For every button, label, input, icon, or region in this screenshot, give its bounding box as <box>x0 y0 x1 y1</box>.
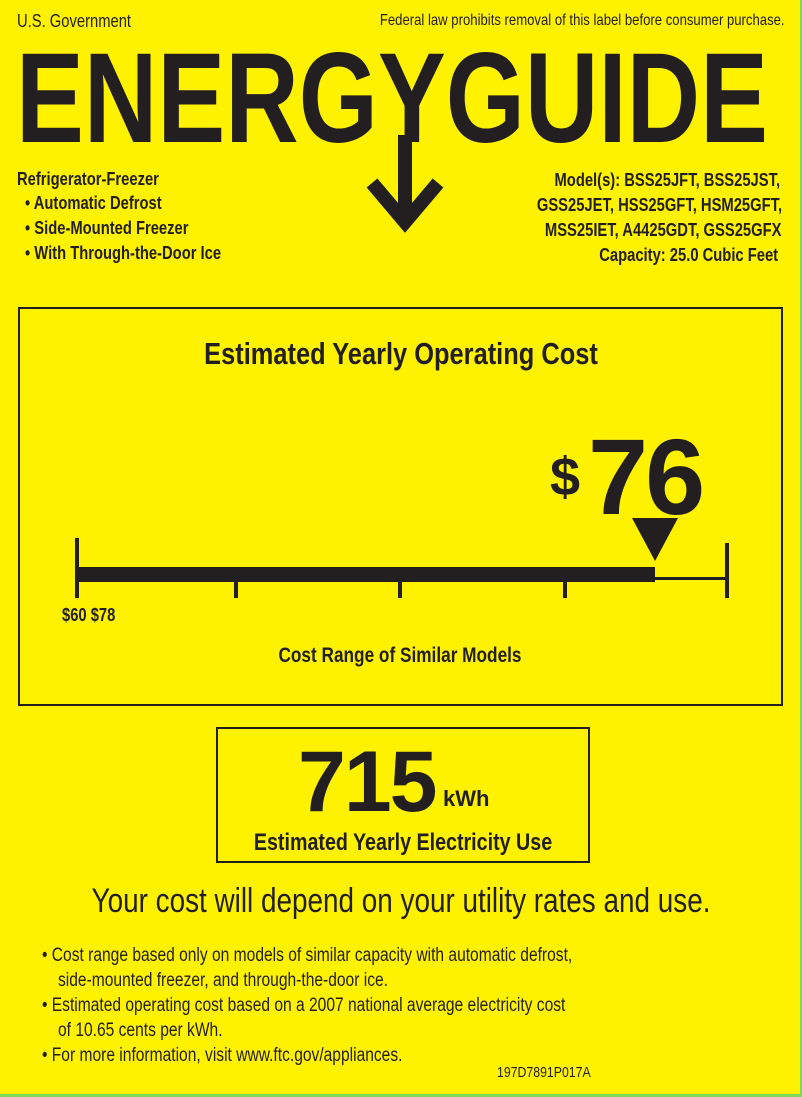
models-line: Model(s): BSS25JFT, BSS25JST, <box>554 170 780 190</box>
feature-item: • Automatic Defrost <box>25 193 162 213</box>
note-text: side-mounted freezer, and through-the-do… <box>58 970 388 991</box>
operating-cost-box <box>18 307 783 706</box>
energyguide-logo: ENERGYGUIDE <box>16 27 768 233</box>
kwh-unit: kWh <box>443 786 490 811</box>
kwh-value: 715 <box>298 734 437 830</box>
range-caption: Cost Range of Similar Models <box>278 644 522 667</box>
scale-tick <box>234 580 238 598</box>
note-item: • Cost range based only on models of sim… <box>42 945 573 966</box>
range-label: $60 $78 <box>62 605 116 625</box>
note-item: • Estimated operating cost based on a 20… <box>42 995 566 1016</box>
models-line: GSS25JET, HSS25GFT, HSM25GFT, <box>536 195 782 215</box>
arrow-down-icon <box>366 135 444 233</box>
product-type: Refrigerator-Freezer <box>17 169 159 189</box>
scale-fill <box>77 567 655 582</box>
electricity-caption: Estimated Yearly Electricity Use <box>253 829 553 856</box>
operating-cost-title: Estimated Yearly Operating Cost <box>204 336 598 371</box>
scale-right-end <box>725 543 729 598</box>
electricity-box <box>216 727 590 863</box>
cost-currency: $ <box>550 447 581 507</box>
page-edge-bottom <box>0 1094 802 1097</box>
page-edge-right <box>800 0 802 1097</box>
note-text: Cost range based only on models of simil… <box>51 945 573 966</box>
note-text: of 10.65 cents per kWh. <box>58 1020 223 1041</box>
logo-text: ENERGYGUIDE <box>16 27 768 170</box>
capacity: Capacity: 25.0 Cubic Feet <box>599 245 778 265</box>
feature-label: Automatic Defrost <box>33 193 162 213</box>
models-line: MSS25IET, A4425GDT, GSS25GFX <box>544 220 781 240</box>
feature-label: Side-Mounted Freezer <box>34 218 189 238</box>
note-text: Estimated operating cost based on a 2007… <box>51 995 566 1016</box>
cost-value: 76 <box>588 416 705 537</box>
government-label: U.S. Government <box>17 11 132 31</box>
note-link-text: For more information, visit www.ftc.gov/… <box>51 1045 403 1066</box>
feature-item: • Side-Mounted Freezer <box>25 218 189 238</box>
label-code: 197D7891P017A <box>497 1064 591 1081</box>
feature-label: With Through-the-Door Ice <box>34 243 222 263</box>
removal-notice: Federal law prohibits removal of this la… <box>380 12 785 29</box>
cost-marker-icon <box>631 518 678 561</box>
scale-tick <box>398 580 402 598</box>
scale-tick <box>563 580 567 598</box>
disclaimer: Your cost will depend on your utility ra… <box>91 882 711 920</box>
note-item: • For more information, visit www.ftc.go… <box>42 1045 403 1066</box>
feature-item: • With Through-the-Door Ice <box>25 243 222 263</box>
